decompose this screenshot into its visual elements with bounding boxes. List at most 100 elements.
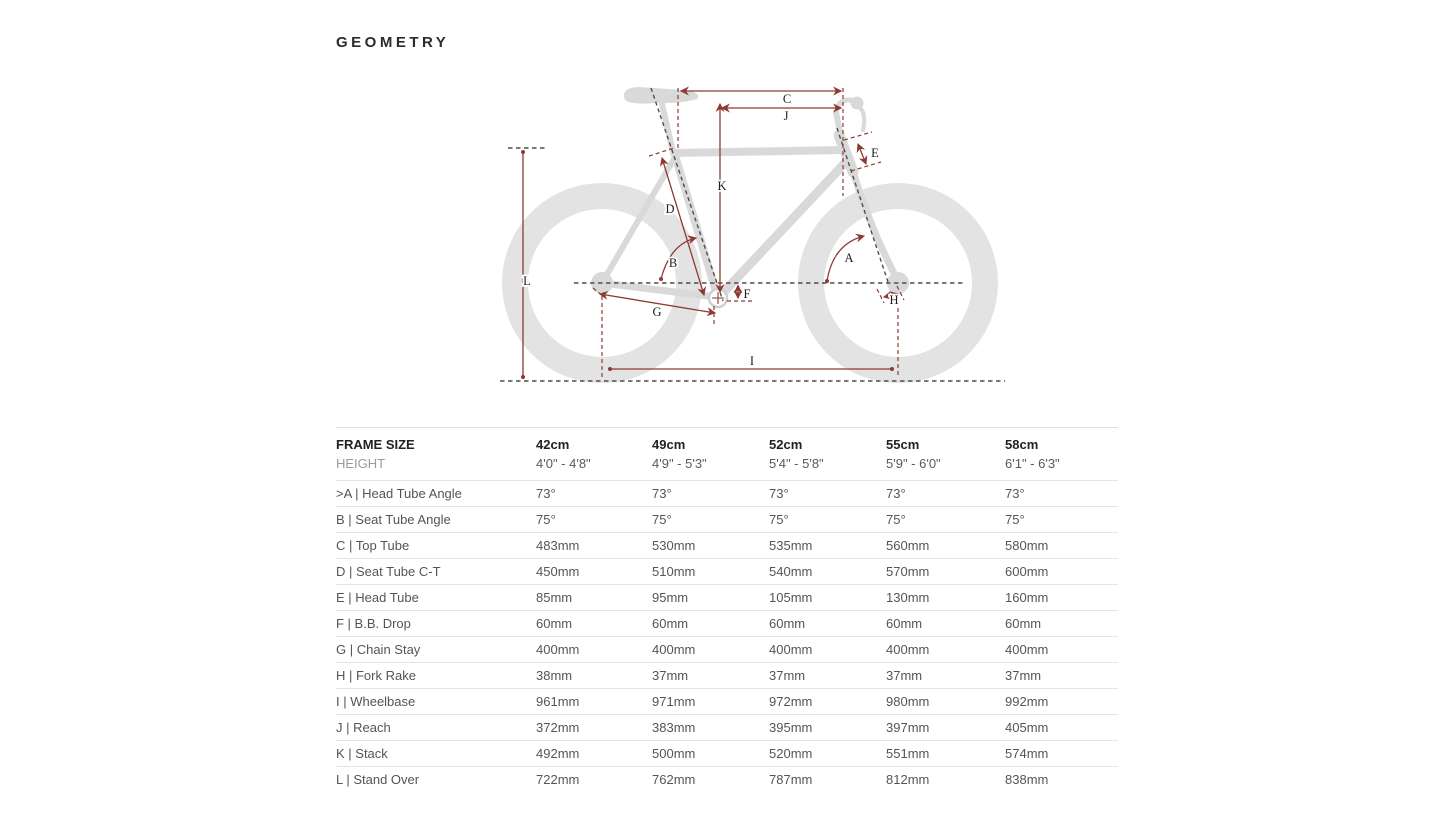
row-value: 812mm [886,772,930,788]
row-value: 838mm [1005,772,1049,788]
row-label: C | Top Tube [336,538,410,553]
front-wheel [798,183,998,383]
head-tube-axis [836,127,889,283]
page-title: GEOMETRY [336,34,450,51]
head-tube [833,129,859,178]
row-value: 73° [652,486,672,501]
height-row-label: HEIGHT [336,456,386,471]
row-value: 60mm [536,616,573,631]
row-value: 37mm [769,668,806,683]
frame-size-header: FRAME SIZE [336,437,415,452]
dim-label-e: E [871,146,879,160]
row-value: 400mm [536,642,580,657]
row-value: 510mm [652,564,696,579]
row-value: 400mm [886,642,930,657]
table-row: F | B.B. Drop 60mm 60mm 60mm 60mm 60mm [336,610,1118,637]
dim-label-h: H [889,293,898,307]
dim-label-c: C [783,92,791,106]
dim-label-i: I [750,354,754,368]
seat-post [658,97,676,155]
row-value: 722mm [536,772,580,788]
top-tube [670,146,848,157]
dim-label-j: J [784,109,789,123]
row-value: 580mm [1005,538,1049,553]
row-label: B | Seat Tube Angle [336,512,451,527]
bike-geometry-diagram: C J K D B A E F G H I L [490,78,1010,390]
row-value: 450mm [536,564,580,579]
table-header-row: FRAME SIZE 42cm 49cm 52cm 55cm 58cm [336,428,1118,455]
row-value: 60mm [652,616,689,631]
row-value: 73° [769,486,789,501]
table-row: K | Stack 492mm 500mm 520mm 551mm 574mm [336,740,1118,767]
table-row: C | Top Tube 483mm 530mm 535mm 560mm 580mm [336,532,1118,559]
angle-arc-a [826,233,866,282]
dimension-lines [521,86,900,379]
table-row: H | Fork Rake 38mm 37mm 37mm 37mm 37mm [336,662,1118,689]
dimension-e [856,142,868,166]
row-value: 73° [886,486,906,501]
row-label: G | Chain Stay [336,642,421,657]
row-value: 560mm [886,538,930,553]
height-value: 5'9" - 6'0" [886,456,941,471]
dimension-g [598,290,717,317]
row-label: H | Fork Rake [336,668,416,683]
row-label: I | Wheelbase [336,694,416,709]
row-value: 75° [652,512,672,527]
row-value: 383mm [652,720,696,735]
row-value: 37mm [886,668,923,683]
table-row: I | Wheelbase 961mm 971mm 972mm 980mm 992mm [336,688,1118,715]
saddle [623,87,699,104]
dim-label-k: K [717,179,726,193]
down-tube [715,157,851,301]
size-column-header: 55cm [886,437,920,452]
row-value: 540mm [769,564,813,579]
angle-arc-b [660,235,698,280]
row-value: 395mm [769,720,813,735]
row-value: 400mm [1005,642,1049,657]
row-value: 38mm [536,668,573,683]
dim-label-g: G [652,305,661,319]
seat-tube-axis [650,87,724,302]
row-value: 75° [769,512,789,527]
row-value: 405mm [1005,720,1049,735]
size-column-header: 52cm [769,437,803,452]
dim-label-l: L [523,274,531,288]
bike-diagram-svg: C J K D B A E F G H I L [500,86,1005,383]
table-row: B | Seat Tube Angle 75° 75° 75° 75° 75° [336,506,1118,533]
row-value: 75° [536,512,556,527]
row-value: 85mm [536,590,573,605]
table-row: L | Stand Over 722mm 762mm 787mm 812mm 838mm [336,766,1118,793]
row-value: 130mm [886,590,930,605]
row-value: 105mm [769,590,813,605]
row-value: 535mm [769,538,813,553]
size-column-header: 42cm [536,437,570,452]
row-value: 73° [536,486,556,501]
dimension-labels: C J K D B A E F G H I L [521,90,900,370]
row-value: 492mm [536,746,580,761]
table-row: J | Reach 372mm 383mm 395mm 397mm 405mm [336,714,1118,741]
row-label: L | Stand Over [336,772,420,788]
row-value: 75° [886,512,906,527]
row-value: 60mm [1005,616,1042,631]
extension-lines [592,88,905,378]
row-value: 95mm [652,590,689,605]
geometry-table: FRAME SIZE 42cm 49cm 52cm 55cm 58cm HEIG… [336,427,1118,793]
row-value: 961mm [536,694,580,709]
dim-label-d: D [665,202,674,216]
row-value: 570mm [886,564,930,579]
height-row: HEIGHT 4'0" - 4'8" 4'9" - 5'3" 5'4" - 5'… [336,454,1118,481]
row-value: 600mm [1005,564,1049,579]
row-label: K | Stack [336,746,388,761]
handlebar-end [850,96,864,110]
height-value: 5'4" - 5'8" [769,456,824,471]
table-row: G | Chain Stay 400mm 400mm 400mm 400mm 400mm [336,636,1118,663]
row-value: 483mm [536,538,580,553]
row-value: 551mm [886,746,930,761]
row-value: 60mm [886,616,923,631]
row-label: D | Seat Tube C-T [336,564,441,579]
dim-label-f: F [744,287,751,301]
dim-label-b: B [669,256,677,270]
table-row: E | Head Tube 85mm 95mm 105mm 130mm 160mm [336,584,1118,611]
row-value: 397mm [886,720,930,735]
row-value: 762mm [652,772,696,788]
